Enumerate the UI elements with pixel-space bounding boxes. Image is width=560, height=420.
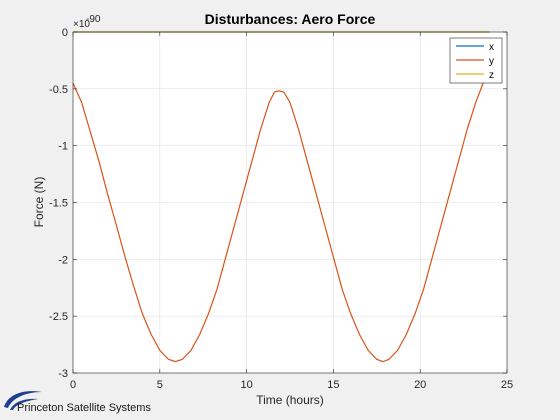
- legend-label-z: z: [489, 70, 494, 81]
- y-tick-label: -1: [58, 141, 68, 153]
- y-tick-label: 0: [62, 27, 68, 39]
- x-tick-label: 5: [157, 379, 163, 391]
- x-tick-labels: 0 5 10 15 20 25: [70, 379, 513, 391]
- legend[interactable]: x y z: [449, 37, 503, 84]
- y-tick-label: -0.5: [49, 84, 68, 96]
- y-axis-label: Force (N): [32, 177, 46, 228]
- series-line-y: [72, 63, 491, 363]
- swoosh-logo-icon: [4, 391, 42, 410]
- tick-marks: [72, 31, 508, 374]
- y-exponent-power: -90: [86, 14, 101, 25]
- legend-label-x: x: [489, 42, 494, 53]
- x-tick-label: 15: [327, 379, 339, 391]
- logo-text: Princeton Satellite Systems: [17, 402, 151, 414]
- y-tick-label: -3: [58, 368, 68, 380]
- y-tick-label: -2: [58, 254, 68, 266]
- x-tick-label: 20: [414, 379, 426, 391]
- x-axis-label: Time (hours): [256, 393, 324, 407]
- x-tick-label: 25: [501, 379, 513, 391]
- y-tick-label: -1.5: [49, 198, 68, 210]
- y-exponent-base: ×10: [73, 19, 90, 30]
- chart-title: Disturbances: Aero Force: [205, 11, 376, 27]
- x-tick-label: 0: [70, 379, 76, 391]
- y-tick-labels: 0 -0.5 -1 -1.5 -2 -2.5 -3: [49, 27, 68, 380]
- legend-label-y: y: [489, 56, 494, 67]
- x-tick-label: 10: [240, 379, 252, 391]
- y-tick-label: -2.5: [49, 311, 68, 323]
